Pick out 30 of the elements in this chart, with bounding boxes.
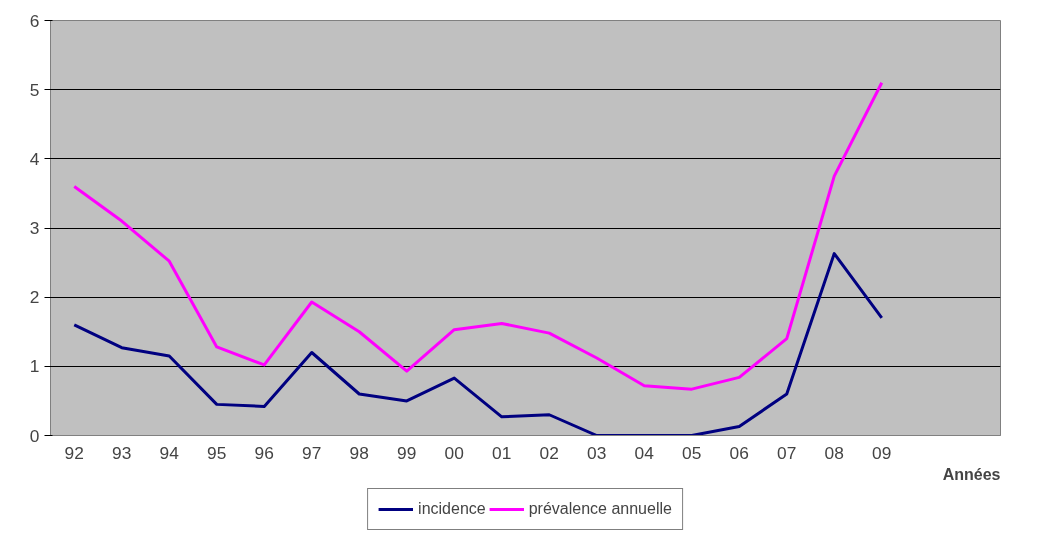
legend-label: incidence bbox=[418, 500, 486, 518]
x-tick-label: 99 bbox=[397, 442, 417, 463]
y-tick-label: 4 bbox=[29, 148, 40, 169]
x-tick-label: 09 bbox=[872, 442, 892, 463]
y-tick-label: 5 bbox=[29, 79, 40, 100]
x-tick-label: 98 bbox=[349, 442, 369, 463]
line-series bbox=[72, 81, 884, 391]
x-tick-label: 07 bbox=[777, 442, 797, 463]
x-axis-title: Années bbox=[942, 465, 1001, 483]
x-tick-label: 92 bbox=[64, 442, 84, 463]
x-tick-label: 94 bbox=[159, 442, 180, 463]
x-tick-label: 03 bbox=[587, 442, 607, 463]
y-tick-label: 3 bbox=[29, 218, 40, 238]
x-tick-label: 02 bbox=[539, 442, 559, 463]
y-tick-label: 0 bbox=[29, 425, 40, 446]
x-tick-label: 05 bbox=[682, 442, 702, 463]
x-tick-label: 08 bbox=[824, 442, 844, 463]
x-tick-label: 96 bbox=[254, 442, 274, 463]
x-tick-label: 06 bbox=[729, 442, 749, 463]
y-tick-label: 1 bbox=[29, 356, 40, 377]
x-tick-label: 00 bbox=[444, 442, 464, 463]
line-series bbox=[72, 252, 884, 436]
y-tick-label: 2 bbox=[29, 287, 40, 308]
x-tick-label: 04 bbox=[634, 442, 655, 463]
x-tick-label: 93 bbox=[112, 442, 132, 463]
x-tick-label: 97 bbox=[302, 442, 322, 463]
y-tick-label: 6 bbox=[29, 10, 40, 31]
x-tick-label: 95 bbox=[207, 442, 227, 463]
x-tick-label: 01 bbox=[492, 442, 512, 463]
legend-label: prévalence annuelle bbox=[528, 500, 672, 518]
